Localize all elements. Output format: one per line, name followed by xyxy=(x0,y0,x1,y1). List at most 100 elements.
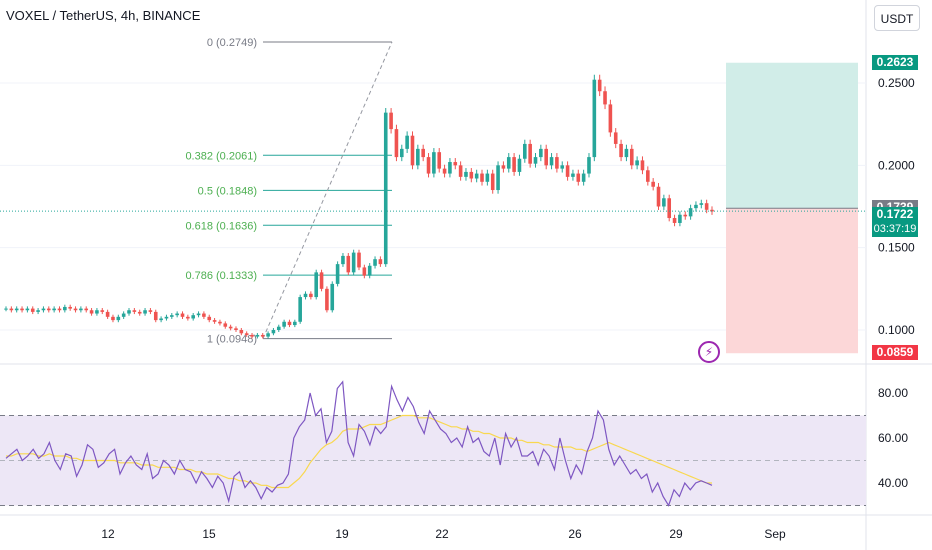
candle-body xyxy=(79,308,83,311)
rsi-ma-line xyxy=(6,414,712,489)
candle-body xyxy=(357,252,361,268)
candle-body xyxy=(127,310,131,314)
candle-body xyxy=(619,143,623,158)
bar-countdown: 03:37:19 xyxy=(872,222,918,238)
fib-level-label: 0.786 (0.1333) xyxy=(185,270,257,282)
candle-body xyxy=(191,315,195,319)
candle-body xyxy=(624,148,629,158)
candle-body xyxy=(100,310,105,312)
candle-body xyxy=(121,313,126,317)
candle-body xyxy=(528,143,532,164)
candle-body xyxy=(539,148,543,158)
candle-body xyxy=(148,310,153,312)
candle-body xyxy=(341,255,345,265)
candle-body xyxy=(95,310,99,314)
candle-body xyxy=(688,208,693,217)
candle-body xyxy=(84,308,89,311)
time-tick-label: 29 xyxy=(669,527,683,541)
candle-body xyxy=(480,173,484,182)
rsi-tick-label: 40.00 xyxy=(878,476,908,490)
candle-body xyxy=(608,104,613,133)
candle-body xyxy=(143,310,147,314)
candle-body xyxy=(276,326,281,330)
candle-body xyxy=(549,157,554,166)
price-tick-label: 0.2000 xyxy=(878,158,915,172)
candle-body xyxy=(68,306,72,309)
candle-body xyxy=(180,313,185,317)
candle-body xyxy=(544,148,548,166)
candle-body xyxy=(202,313,206,317)
candle-body xyxy=(469,171,474,179)
candle-body xyxy=(266,333,270,337)
candle-body xyxy=(629,148,634,166)
candle-body xyxy=(271,330,276,334)
rsi-tick-label: 60.00 xyxy=(878,431,908,445)
candle-body xyxy=(533,157,538,164)
candle-body xyxy=(496,165,500,191)
candle-body xyxy=(576,173,581,182)
candle-body xyxy=(694,204,698,209)
candle-body xyxy=(303,293,308,298)
candle-body xyxy=(25,308,30,311)
candle-body xyxy=(314,272,319,298)
candle-body xyxy=(662,198,666,207)
candle-body xyxy=(678,214,682,223)
candle-body xyxy=(30,308,35,312)
candle-body xyxy=(613,132,618,144)
candle-body xyxy=(367,265,372,276)
stop-price-badge: 0.0859 xyxy=(872,345,918,361)
candle-body xyxy=(560,165,565,169)
candle-body xyxy=(57,308,62,311)
candle-body xyxy=(523,143,527,159)
candle-body xyxy=(378,259,383,265)
candle-body xyxy=(464,171,468,177)
time-tick-label: 22 xyxy=(435,527,449,541)
candle-body xyxy=(512,157,516,172)
candle-body xyxy=(293,321,297,326)
currency-selector[interactable]: USDT xyxy=(874,5,920,31)
candle-body xyxy=(41,308,46,311)
candle-body xyxy=(442,168,447,174)
fib-level-label: 1 (0.0948) xyxy=(207,334,257,346)
candle-body xyxy=(635,160,639,166)
candle-body xyxy=(20,308,24,311)
candle-body xyxy=(437,152,442,169)
candle-body xyxy=(506,157,511,169)
candle-body xyxy=(4,308,8,310)
symbol-title[interactable]: VOXEL / TetherUS, 4h, BINANCE xyxy=(6,8,201,23)
candle-body xyxy=(239,330,244,334)
candle-body xyxy=(426,157,431,174)
time-tick-label: 12 xyxy=(101,527,115,541)
candle-body xyxy=(656,186,661,207)
candle-body xyxy=(164,316,169,319)
candle-body xyxy=(373,259,377,266)
candle-body xyxy=(282,321,286,327)
candle-body xyxy=(597,79,602,92)
candle-body xyxy=(346,255,351,273)
time-tick-label: 19 xyxy=(335,527,349,541)
candle-body xyxy=(330,283,335,311)
candle-body xyxy=(351,252,356,273)
candle-body xyxy=(587,157,591,174)
lightning-alert-icon[interactable]: ⚡ xyxy=(698,341,720,363)
candle-body xyxy=(383,112,388,265)
candle-body xyxy=(389,112,393,130)
candle-body xyxy=(111,316,115,321)
candle-body xyxy=(405,135,409,149)
candle-body xyxy=(683,214,688,217)
price-tick-label: 0.1000 xyxy=(878,323,915,337)
time-tick-label: 26 xyxy=(568,527,582,541)
candle-body xyxy=(517,158,522,172)
candle-body xyxy=(9,308,14,311)
candle-body xyxy=(228,326,233,329)
candle-body xyxy=(581,173,586,182)
candle-body xyxy=(362,267,367,276)
candle-body xyxy=(704,203,709,210)
candle-body xyxy=(490,173,495,191)
fib-trend-line xyxy=(262,41,393,339)
target-price-badge: 0.2623 xyxy=(872,54,918,70)
candle-body xyxy=(319,272,324,289)
candle-body xyxy=(667,198,672,219)
target-zone xyxy=(726,62,858,209)
